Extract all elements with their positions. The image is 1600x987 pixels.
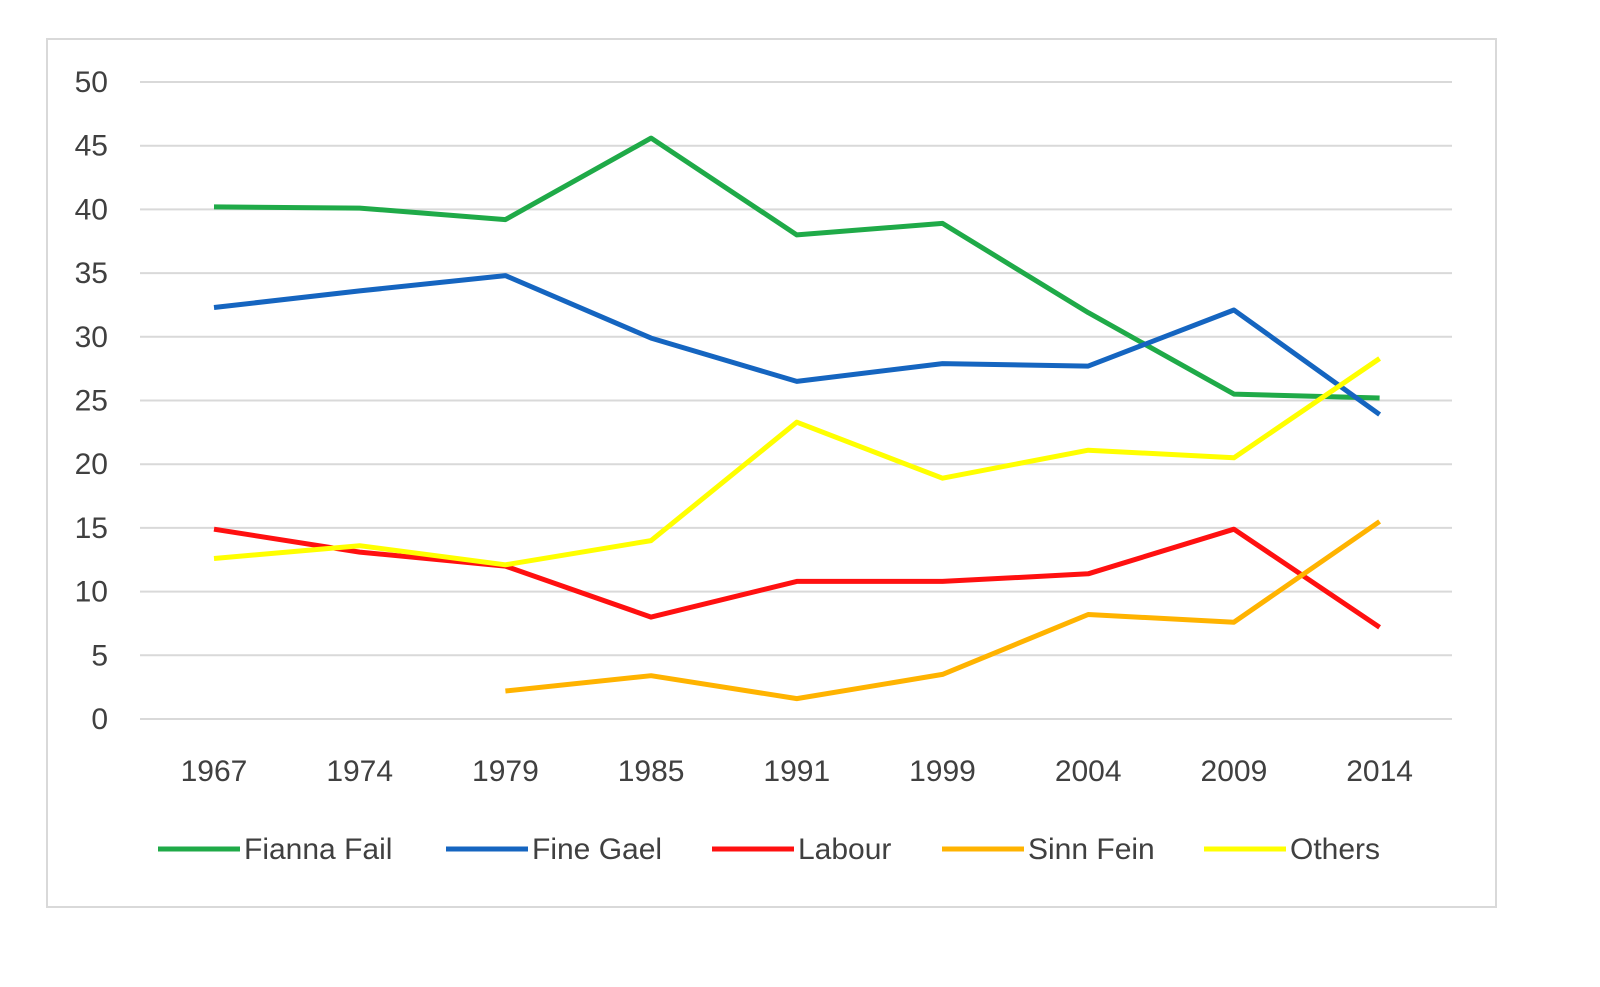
x-tick-label: 1999 — [909, 755, 976, 788]
y-tick-label: 20 — [75, 448, 108, 481]
y-tick-label: 10 — [75, 576, 108, 609]
chart-frame — [46, 38, 1497, 908]
y-tick-label: 15 — [75, 512, 108, 545]
legend: Fianna Fail Fine Gael Labour Sinn Fein Other… — [158, 833, 1380, 866]
x-tick-label: 2014 — [1346, 755, 1413, 788]
legend-label-labour: Labour — [798, 833, 891, 866]
series-lines — [213, 135, 1382, 702]
y-axis-tick-labels: 0 5 10 15 20 25 30 35 40 45 50 — [75, 66, 108, 736]
series-fine-gael — [213, 273, 1382, 417]
x-tick-label: 1985 — [618, 755, 685, 788]
legend-item-labour: Labour — [712, 833, 891, 866]
x-tick-label: 1967 — [181, 755, 248, 788]
series-fianna-fail — [213, 135, 1380, 401]
gridlines — [140, 81, 1452, 720]
y-tick-label: 35 — [75, 257, 108, 290]
y-tick-label: 50 — [75, 66, 108, 99]
series-line-labour — [213, 526, 1381, 630]
y-tick-label: 30 — [75, 321, 108, 354]
series-line-fianna-fail — [213, 135, 1380, 401]
y-tick-label: 5 — [91, 639, 108, 672]
x-axis-tick-labels: 1967 1974 1979 1985 1991 1999 2004 2009 2014 — [181, 755, 1413, 788]
series-line-others — [213, 356, 1382, 568]
legend-label-fianna-fail: Fianna Fail — [244, 833, 392, 866]
x-tick-label: 2004 — [1055, 755, 1122, 788]
x-tick-label: 2009 — [1201, 755, 1268, 788]
legend-item-sinn-fein: Sinn Fein — [942, 833, 1155, 866]
x-tick-label: 1974 — [326, 755, 393, 788]
y-tick-label: 25 — [75, 385, 108, 418]
series-labour — [213, 526, 1381, 630]
y-tick-label: 45 — [75, 130, 108, 163]
series-line-fine-gael — [213, 273, 1382, 417]
x-tick-label: 1979 — [472, 755, 539, 788]
series-sinn-fein — [505, 519, 1382, 702]
legend-label-fine-gael: Fine Gael — [532, 833, 662, 866]
series-others — [213, 356, 1382, 568]
legend-label-sinn-fein: Sinn Fein — [1028, 833, 1155, 866]
y-tick-label: 0 — [91, 703, 108, 736]
y-tick-label: 40 — [75, 193, 108, 226]
legend-item-fianna-fail: Fianna Fail — [158, 833, 392, 866]
legend-item-others: Others — [1204, 833, 1380, 866]
legend-item-fine-gael: Fine Gael — [446, 833, 662, 866]
x-tick-label: 1991 — [763, 755, 830, 788]
legend-label-others: Others — [1290, 833, 1380, 866]
